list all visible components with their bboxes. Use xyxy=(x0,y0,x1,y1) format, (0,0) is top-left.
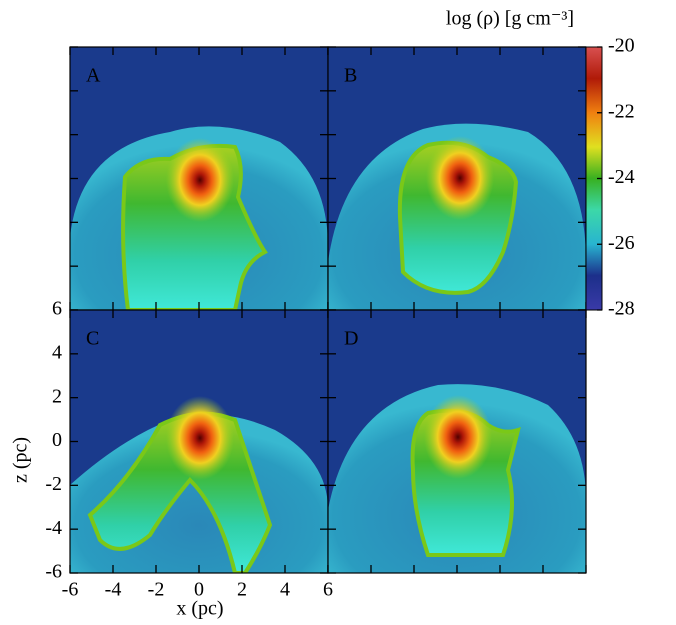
core xyxy=(424,395,492,479)
colorbar-tick-label: -20 xyxy=(608,35,635,57)
panel: A xyxy=(69,46,329,311)
core xyxy=(166,138,234,222)
y-axis-label: z (pc) xyxy=(10,437,32,483)
density-map xyxy=(70,310,328,573)
colorbar: -28 -26 -24 -22 -20 xyxy=(585,35,635,320)
panel-label: B xyxy=(344,65,357,87)
density-map xyxy=(70,47,328,310)
x-axis-label: x (pc) xyxy=(176,598,223,620)
colorbar-label: log (ρ) [g cm⁻³] xyxy=(446,8,574,30)
x-tick-label: -2 xyxy=(148,579,165,601)
core xyxy=(166,396,234,480)
x-tick-label: 6 xyxy=(323,579,333,601)
y-tick-label: 4 xyxy=(52,341,62,363)
x-tick-label: -6 xyxy=(62,579,79,601)
x-tick-label: 2 xyxy=(237,579,247,601)
x-tick-label: 4 xyxy=(280,579,290,601)
density-map xyxy=(328,47,586,310)
panel-label: A xyxy=(86,65,101,87)
core xyxy=(426,136,494,220)
y-tick-label: -4 xyxy=(45,517,62,539)
y-tick-label: -6 xyxy=(45,561,62,583)
colorbar-tick-label: -22 xyxy=(608,100,635,122)
x-tick-label: -4 xyxy=(105,579,122,601)
panel: B xyxy=(327,46,587,311)
y-tick-label: -2 xyxy=(45,473,62,495)
y-tick-label: 2 xyxy=(52,385,62,407)
panel: D xyxy=(327,309,587,574)
density-map xyxy=(328,310,586,573)
y-tick-label: 6 xyxy=(52,298,62,320)
colorbar-tick-label: -24 xyxy=(608,166,635,188)
panel-label: C xyxy=(86,328,99,350)
colorbar-tick-label: -28 xyxy=(608,298,635,320)
panel-label: D xyxy=(344,328,358,350)
x-tick-label: 0 xyxy=(194,579,204,601)
colorbar-tick-label: -26 xyxy=(608,232,635,254)
y-tick-label: 0 xyxy=(52,429,62,451)
panel: C -6 -4 -2 0 2 4 6 -6 -4 -2 0 2 4 6 xyxy=(45,298,333,601)
